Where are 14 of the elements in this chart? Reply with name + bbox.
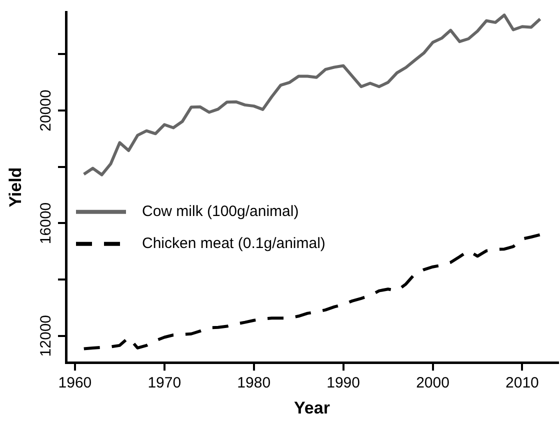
- legend-label: Chicken meat (0.1g/animal): [142, 234, 326, 252]
- x-axis-title: Year: [294, 398, 330, 418]
- y-tick-label: 12000: [38, 314, 55, 357]
- y-tick-label: 16000: [38, 202, 55, 244]
- y-tick-label: 20000: [38, 90, 55, 132]
- x-tick-label: 1980: [237, 374, 271, 392]
- line-series: [82, 233, 542, 350]
- x-tick-label: 1960: [58, 374, 92, 392]
- x-tick-label: 2010: [506, 374, 539, 392]
- x-tick-label: 1970: [148, 374, 182, 392]
- x-tick-label: 1990: [326, 374, 360, 392]
- x-tick-label: 2000: [416, 374, 450, 392]
- legend-label: Cow milk (100g/animal): [142, 202, 299, 220]
- y-axis-title: Yield: [6, 167, 25, 208]
